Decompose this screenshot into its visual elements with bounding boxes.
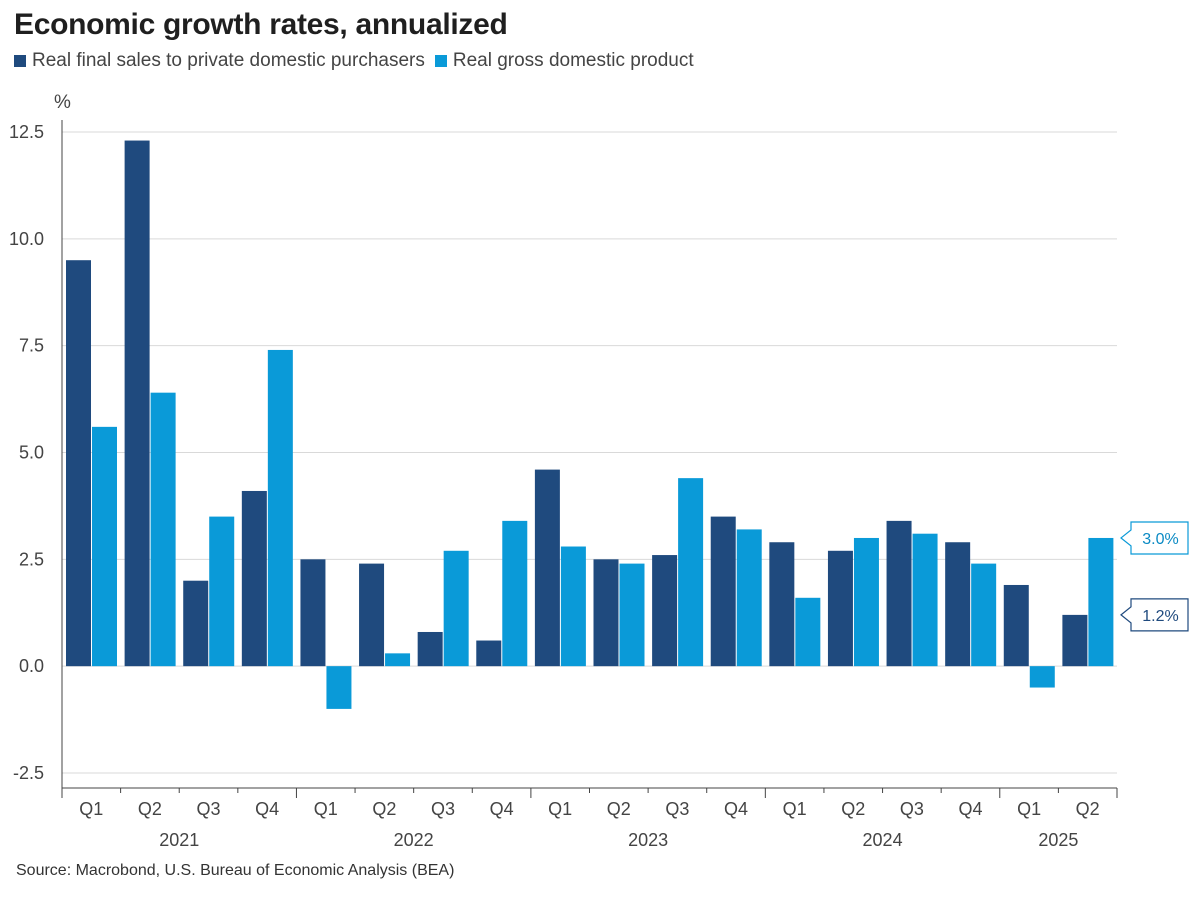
x-tick-label: Q4 xyxy=(958,799,982,819)
bar-gdp xyxy=(267,349,293,667)
legend-item-gdp: Real gross domestic product xyxy=(434,50,694,72)
bar-private-purchasers xyxy=(593,559,619,667)
callout-label-gdp: 3.0% xyxy=(1142,531,1178,548)
bar-private-purchasers xyxy=(417,631,443,667)
bar-private-purchasers xyxy=(652,555,678,667)
callout-box-gdp xyxy=(1120,521,1189,555)
x-tick-label: Q2 xyxy=(138,799,162,819)
x-tick-label: Q4 xyxy=(724,799,748,819)
y-axis-unit-label: % xyxy=(54,92,71,113)
y-tick-label: 12.5 xyxy=(9,122,44,142)
bar-gdp xyxy=(92,426,117,667)
legend-label-gdp: Real gross domestic product xyxy=(452,50,694,71)
x-tick-label: Q1 xyxy=(79,799,103,819)
bar-private-purchasers xyxy=(886,520,912,667)
bar-private-purchasers xyxy=(1062,614,1088,667)
x-tick-label: Q1 xyxy=(314,799,338,819)
bar-private-purchasers xyxy=(827,550,853,667)
y-tick-label: 5.0 xyxy=(19,443,44,463)
bar-gdp xyxy=(795,597,821,667)
bar-private-purchasers xyxy=(710,516,736,667)
year-label: 2025 xyxy=(1038,830,1078,850)
bar-private-purchasers xyxy=(534,469,560,667)
x-tick-label: Q3 xyxy=(900,799,924,819)
x-tick-label: Q2 xyxy=(841,799,865,819)
bar-private-purchasers xyxy=(476,640,502,667)
x-tick-label: Q2 xyxy=(372,799,396,819)
bar-gdp xyxy=(971,563,997,667)
bar-gdp xyxy=(1029,666,1055,688)
bar-gdp xyxy=(678,478,704,667)
legend-swatch-dark xyxy=(14,55,26,67)
x-tick-label: Q2 xyxy=(607,799,631,819)
bar-private-purchasers xyxy=(359,563,385,667)
x-tick-label: Q4 xyxy=(490,799,514,819)
y-tick-label: -2.5 xyxy=(13,763,44,783)
legend-swatch-light xyxy=(434,55,447,67)
bar-gdp xyxy=(736,529,762,667)
x-tick-label: Q3 xyxy=(665,799,689,819)
bar-gdp xyxy=(560,546,586,667)
bar-private-purchasers xyxy=(300,559,326,667)
x-tick-label: Q3 xyxy=(197,799,221,819)
bar-gdp xyxy=(326,666,352,709)
bar-private-purchasers xyxy=(183,580,209,667)
bar-private-purchasers xyxy=(769,542,795,667)
legend: Real final sales to private domestic pur… xyxy=(14,50,704,72)
chart-title: Economic growth rates, annualized xyxy=(14,8,508,41)
year-label: 2022 xyxy=(394,830,434,850)
bar-private-purchasers xyxy=(124,140,150,667)
legend-item-private-purchasers: Real final sales to private domestic pur… xyxy=(14,50,425,72)
bar-gdp xyxy=(385,653,411,667)
x-tick-label: Q1 xyxy=(1017,799,1041,819)
source-note: Source: Macrobond, U.S. Bureau of Econom… xyxy=(16,862,455,879)
bar-private-purchasers xyxy=(66,260,91,667)
year-label: 2021 xyxy=(159,830,199,850)
bar-private-purchasers xyxy=(1003,584,1029,667)
bar-gdp xyxy=(443,550,469,667)
x-tick-label: Q1 xyxy=(783,799,807,819)
x-tick-label: Q2 xyxy=(1076,799,1100,819)
bar-private-purchasers xyxy=(945,542,971,667)
x-tick-label: Q1 xyxy=(548,799,572,819)
year-label: 2023 xyxy=(628,830,668,850)
bar-gdp xyxy=(912,533,938,667)
bar-gdp xyxy=(502,520,528,667)
callout-label-private-purchasers: 1.2% xyxy=(1142,608,1178,625)
y-tick-label: 0.0 xyxy=(19,656,44,676)
x-tick-label: Q4 xyxy=(255,799,279,819)
callout-box-private-purchasers xyxy=(1120,598,1189,632)
year-label: 2024 xyxy=(863,830,903,850)
y-tick-label: 7.5 xyxy=(19,336,44,356)
bar-gdp xyxy=(209,516,235,667)
bar-gdp xyxy=(619,563,645,667)
bar-gdp xyxy=(1088,537,1114,667)
y-tick-label: 10.0 xyxy=(9,229,44,249)
legend-label-private-purchasers: Real final sales to private domestic pur… xyxy=(32,50,425,71)
bar-private-purchasers xyxy=(241,490,267,667)
bar-gdp xyxy=(853,537,879,667)
y-tick-label: 2.5 xyxy=(19,549,44,569)
bar-gdp xyxy=(150,392,176,667)
x-tick-label: Q3 xyxy=(431,799,455,819)
